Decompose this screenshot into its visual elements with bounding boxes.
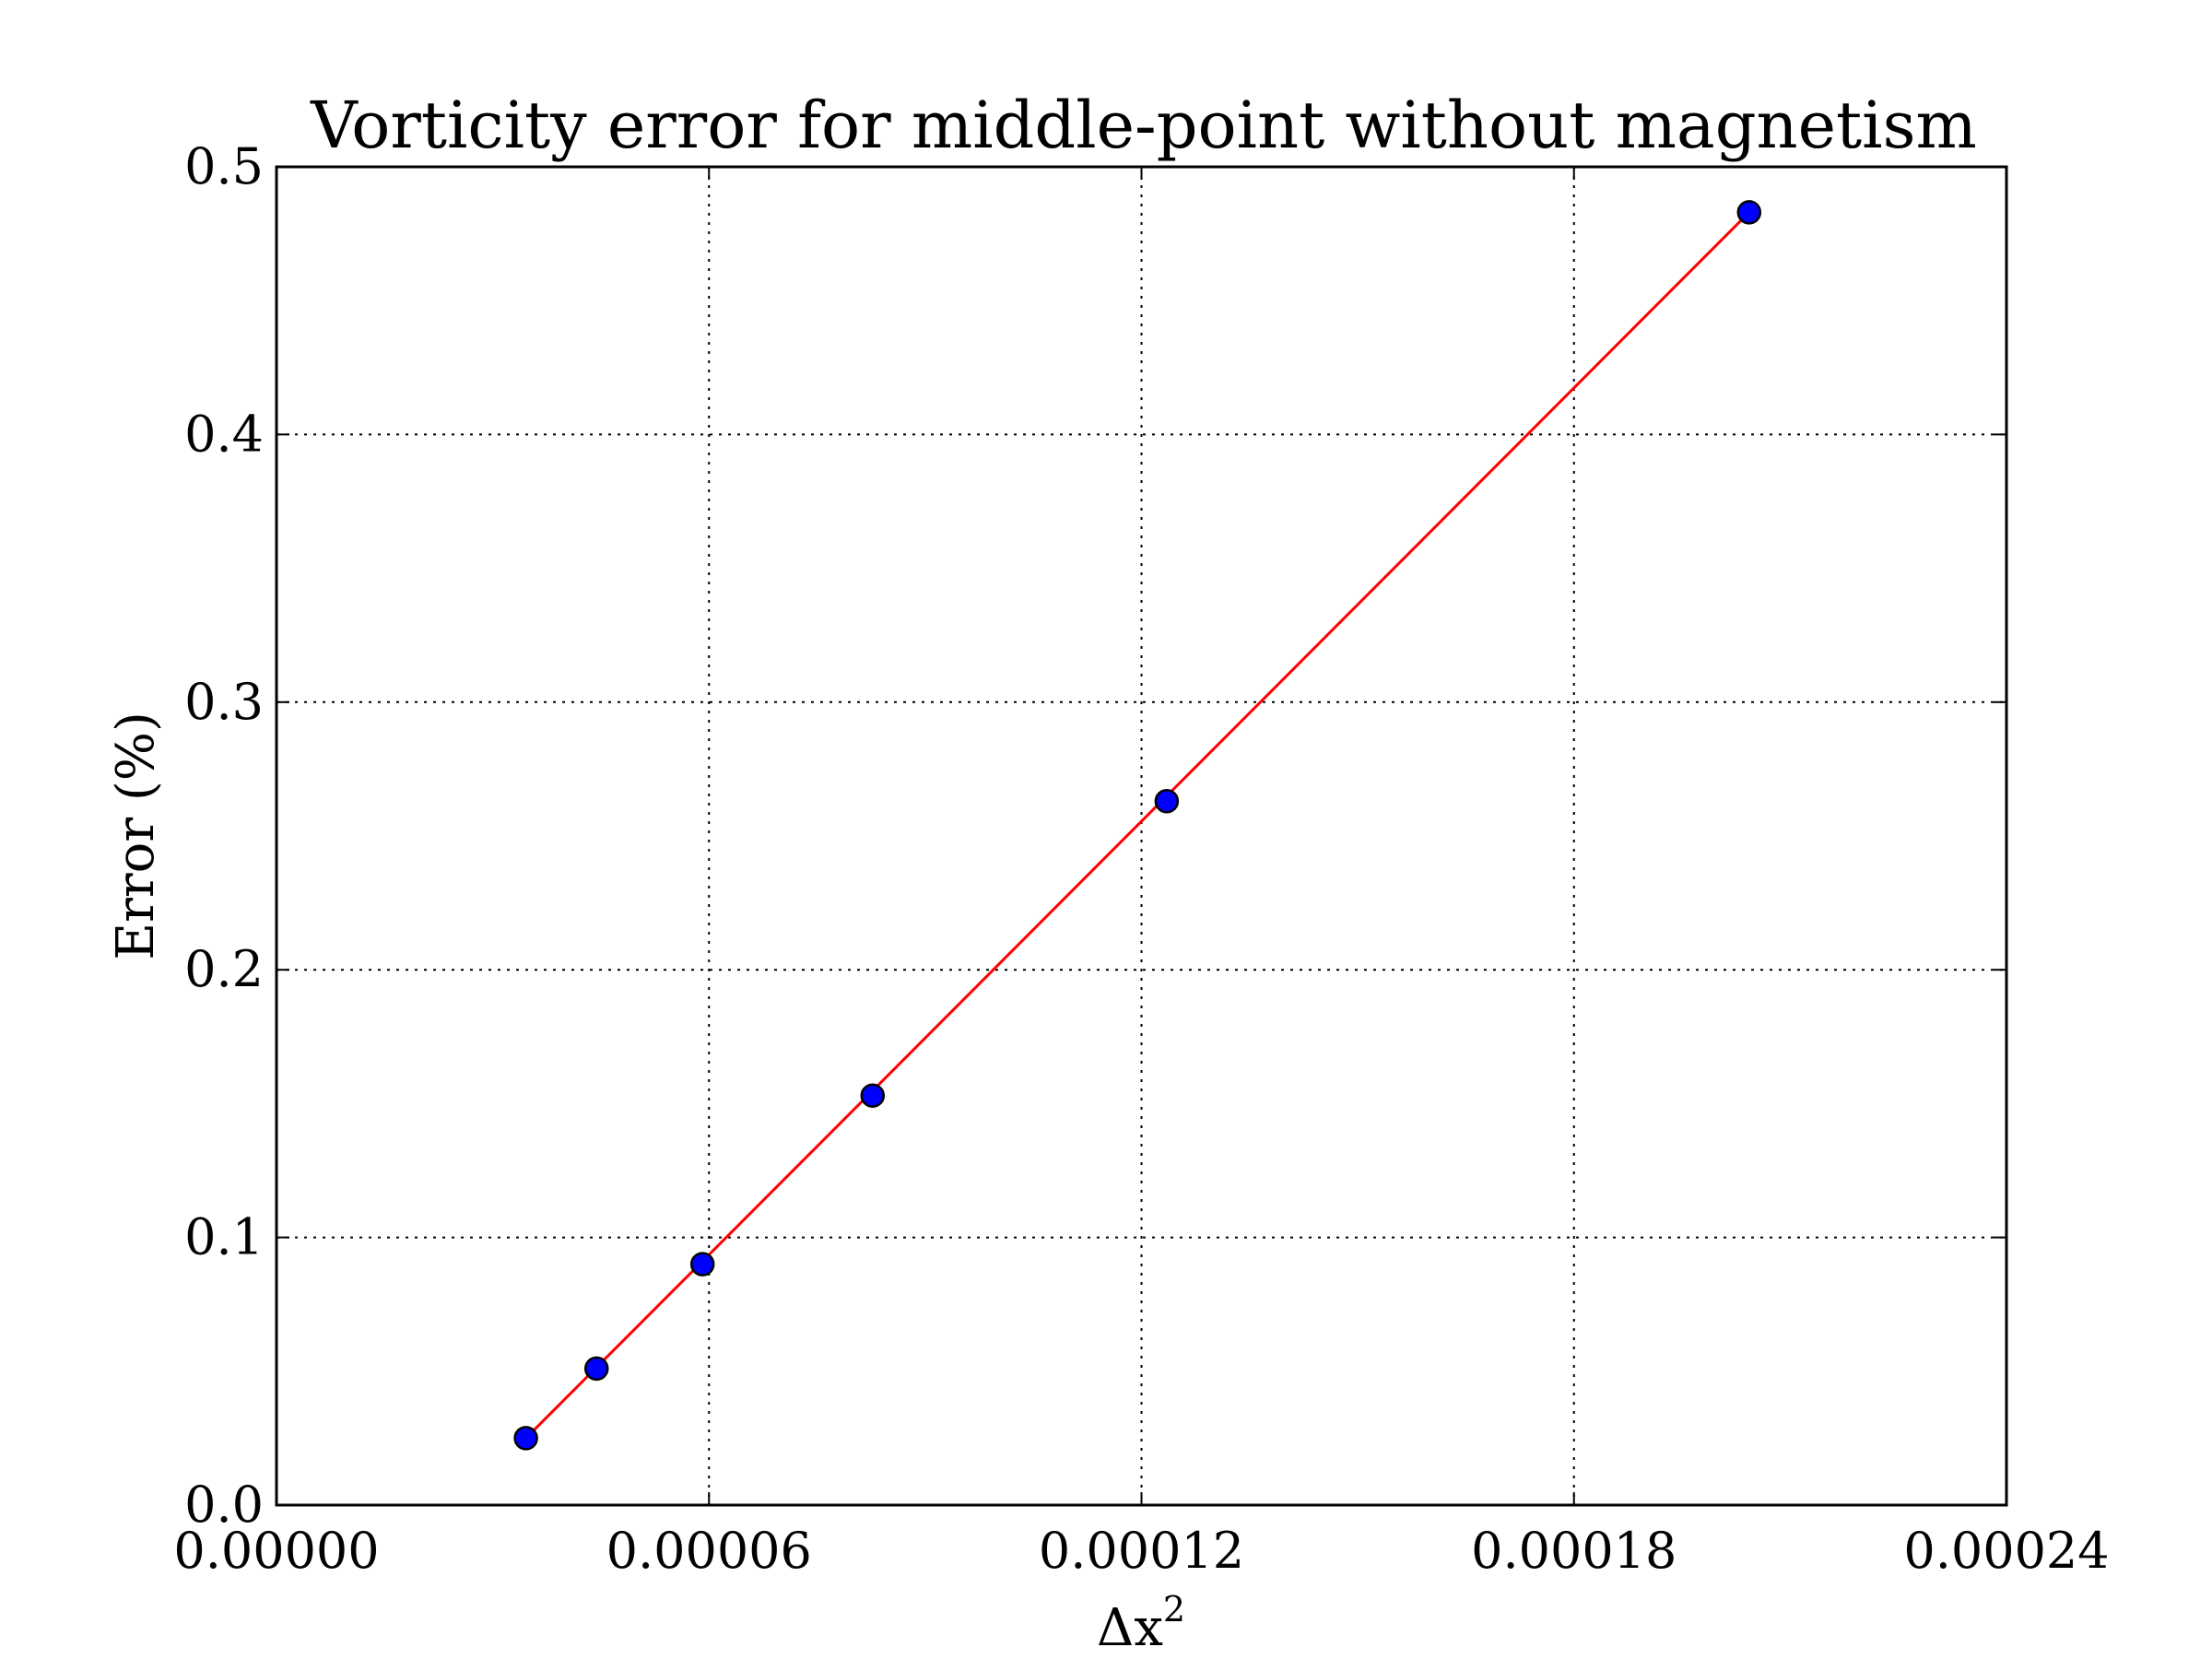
data-point	[1154, 788, 1180, 814]
x-axis-label: Δx2	[1097, 1589, 1185, 1658]
plot-frame	[275, 165, 2008, 1507]
x-tick-label: 0.00006	[606, 1522, 812, 1580]
ticks: 0.00000 0.00006 0.00012 0.00018 0.00024 0.0 0.…	[173, 137, 2109, 1580]
y-tick-label: 0.1	[184, 1208, 264, 1266]
data-point	[1736, 200, 1762, 225]
y-axis-label: Error (%)	[106, 712, 166, 960]
grid	[276, 167, 2006, 1505]
x-tick-label: 0.00018	[1471, 1522, 1677, 1580]
y-tick-label: 0.4	[184, 405, 264, 463]
y-tick-label: 0.0	[184, 1476, 264, 1534]
x-tick-label: 0.00012	[1039, 1522, 1244, 1580]
data-point	[583, 1356, 609, 1382]
y-tick-label: 0.5	[184, 137, 264, 195]
data-point	[860, 1083, 886, 1108]
plot-area	[513, 200, 1762, 1451]
x-axis-label-base: Δx	[1097, 1598, 1163, 1658]
y-tick-label: 0.2	[184, 940, 264, 998]
fit-line	[524, 211, 1750, 1440]
y-tick-label: 0.3	[184, 673, 264, 731]
data-point	[689, 1252, 715, 1277]
x-axis-label-superscript: 2	[1163, 1589, 1185, 1630]
data-point	[513, 1426, 538, 1451]
x-tick-label: 0.00024	[1903, 1522, 2109, 1580]
chart-title: Vorticity error for middle-point without…	[310, 88, 1977, 163]
x-tick-label: 0.00000	[173, 1522, 379, 1580]
